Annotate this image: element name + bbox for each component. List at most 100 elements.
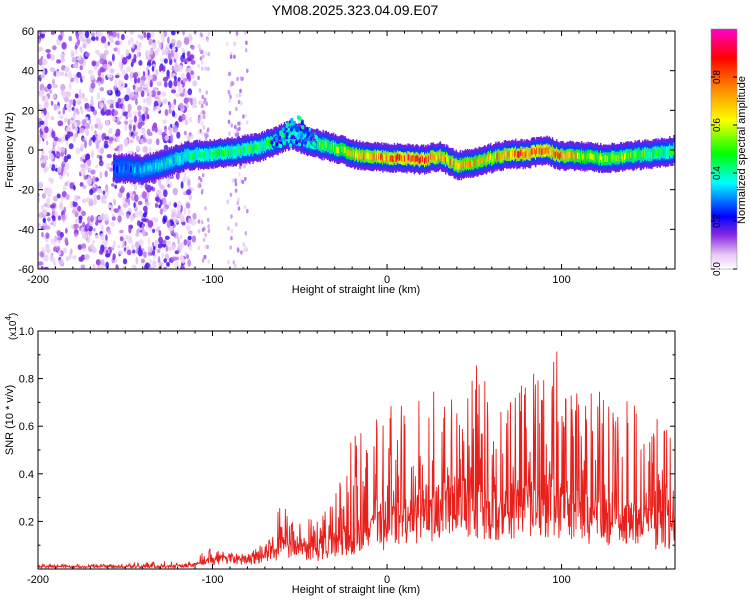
noise-cell	[111, 183, 115, 187]
noise-cell	[117, 47, 121, 56]
noise-cell	[154, 196, 160, 202]
noise-cell	[51, 130, 56, 139]
noise-cell	[183, 239, 188, 246]
snr-y-tick-label: 1.0	[19, 326, 34, 338]
noise-cell	[147, 98, 152, 104]
noise-cell	[49, 152, 54, 161]
noise-cell	[199, 56, 203, 61]
ridge-cell	[458, 163, 460, 170]
ridge-cell	[230, 149, 232, 156]
noise-cell	[96, 92, 100, 101]
ridge-cell	[579, 152, 581, 160]
ridge-cell	[619, 152, 622, 160]
noise-cell	[109, 167, 114, 172]
noise-cell	[78, 36, 83, 41]
figure-title: YM08.2025.323.04.09.E07	[272, 2, 439, 18]
noise-cell	[138, 60, 143, 66]
noise-cell	[74, 121, 78, 127]
ridge-cell	[512, 150, 514, 157]
ridge-cell	[152, 162, 155, 170]
ridge-cell	[114, 163, 116, 170]
noise-cell	[56, 153, 62, 157]
ridge-cell	[265, 140, 268, 147]
ridge-cell	[565, 153, 567, 160]
ridge-cell	[369, 153, 371, 160]
noise-cell	[117, 32, 120, 39]
ridge-cell	[252, 146, 254, 154]
noise-cell	[94, 234, 100, 239]
noise-cell	[158, 230, 162, 237]
ridge-cell	[631, 152, 633, 159]
ridge-cell	[245, 146, 247, 153]
noise-cell	[172, 187, 178, 196]
noise-cell	[178, 102, 184, 110]
noise-cell	[187, 209, 191, 215]
noise-cell	[135, 135, 140, 142]
noise-cell	[89, 198, 93, 205]
noise-cell	[100, 36, 107, 44]
noise-cell	[43, 266, 49, 269]
noise-cell	[72, 99, 76, 107]
noise-cell	[236, 76, 239, 82]
noise-cell	[82, 43, 87, 49]
ridge-cell	[435, 155, 437, 162]
ridge-cell	[469, 159, 471, 166]
ridge-cell	[503, 151, 505, 158]
noise-cell	[41, 193, 46, 199]
ridge-cell	[509, 152, 512, 159]
ridge-cell	[134, 167, 136, 174]
noise-cell	[144, 182, 148, 190]
ridge-cell	[331, 144, 334, 151]
ridge-cell	[440, 154, 443, 161]
noise-cell	[136, 228, 140, 234]
noise-cell	[245, 247, 248, 252]
noise-cell	[41, 31, 47, 35]
noise-cell	[60, 57, 65, 63]
noise-cell	[51, 146, 56, 152]
noise-cell	[188, 74, 191, 82]
noise-cell	[146, 128, 151, 135]
ridge-cell	[472, 160, 474, 167]
noise-cell	[162, 99, 168, 104]
ridge-cell	[508, 151, 511, 158]
noise-cell	[244, 31, 247, 35]
noise-cell	[126, 66, 131, 73]
ridge-cell	[598, 155, 601, 163]
spectrogram-y-tick-label: 60	[22, 26, 34, 38]
noise-cell	[186, 176, 190, 181]
ridge-cell	[449, 158, 451, 165]
ridge-cell	[205, 151, 207, 159]
spectrogram-y-tick-label: 40	[22, 66, 34, 78]
noise-cell	[84, 52, 90, 57]
noise-cell	[97, 52, 102, 57]
ridge-cell	[570, 152, 572, 159]
noise-cell	[90, 106, 95, 112]
ridge-cell	[411, 155, 413, 162]
noise-cell	[225, 41, 229, 46]
noise-cell	[130, 61, 134, 67]
noise-cell	[228, 98, 231, 104]
ridge-cell	[414, 155, 416, 163]
ridge-cell	[354, 151, 357, 158]
spectrogram-y-tick-label: 0	[28, 145, 34, 157]
ridge-cell	[214, 151, 216, 158]
noise-cell	[204, 245, 207, 250]
noise-cell	[201, 94, 205, 100]
noise-cell	[89, 243, 95, 250]
ridge-cell	[342, 146, 344, 153]
snr-multiplier-exp: 4	[4, 316, 13, 321]
noise-cell	[49, 89, 53, 94]
noise-cell	[56, 193, 61, 199]
noise-cell	[142, 98, 146, 104]
noise-cell	[47, 217, 51, 222]
noise-cell	[53, 260, 57, 269]
ridge-cell	[346, 149, 348, 157]
ridge-cell	[436, 154, 438, 161]
noise-cell	[58, 203, 64, 210]
noise-cell	[157, 129, 163, 135]
noise-cell	[97, 189, 103, 194]
noise-cell	[238, 172, 241, 177]
ridge-cell	[564, 153, 566, 160]
noise-cell	[122, 203, 128, 208]
noise-cell	[77, 205, 82, 212]
